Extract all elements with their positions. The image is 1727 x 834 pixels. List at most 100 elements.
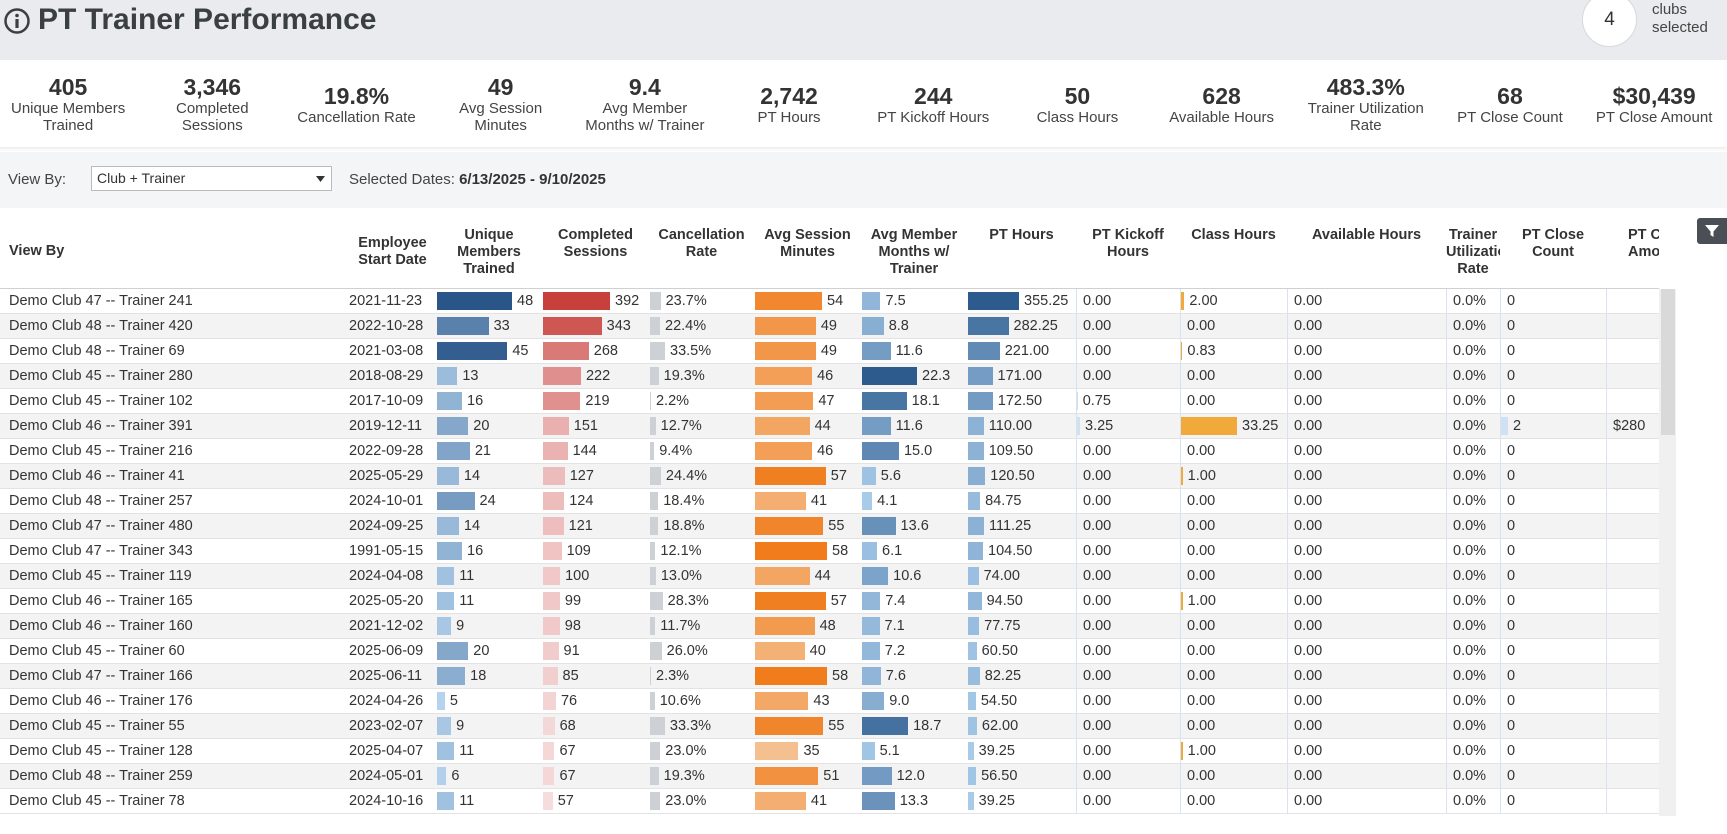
table-cell xyxy=(1606,589,1659,613)
bar xyxy=(862,442,899,460)
table-cell: 2018-08-29 xyxy=(349,364,436,388)
info-icon[interactable] xyxy=(3,7,31,35)
view-by-dropdown[interactable]: Club + Trainer xyxy=(91,166,332,191)
bar xyxy=(650,567,656,585)
table-row: Demo Club 45 -- Trainer 119 2024-04-08 11 1… xyxy=(0,564,1659,589)
cell-text: Demo Club 45 -- Trainer 119 xyxy=(9,568,192,584)
cell-text: Demo Club 45 -- Trainer 60 xyxy=(9,643,185,659)
table-cell xyxy=(1606,664,1659,688)
cell-text: 54 xyxy=(827,293,844,309)
table-cell: 0.00 xyxy=(1287,464,1446,488)
bar xyxy=(543,392,581,410)
cell-text: 2017-10-09 xyxy=(349,393,424,409)
bar xyxy=(1181,467,1183,485)
cell-text: 0.00 xyxy=(1083,368,1112,384)
table-cell: 33 xyxy=(436,314,542,338)
table-cell: 0.0% xyxy=(1446,589,1500,613)
kpi-label: PT Kickoff Hours xyxy=(877,108,990,126)
kpi-value: 405 xyxy=(48,74,88,100)
cell-text: 0.00 xyxy=(1187,768,1216,784)
cell-text: 0.00 xyxy=(1294,593,1323,609)
bar xyxy=(543,342,589,360)
table-cell: 0 xyxy=(1500,389,1606,413)
bar xyxy=(968,442,984,460)
cell-text: 14 xyxy=(463,468,481,484)
table-cell: 6.1 xyxy=(861,539,967,563)
table-cell: 0.00 xyxy=(1180,714,1287,738)
table-cell: 0.00 xyxy=(1180,564,1287,588)
cell-text: 0.00 xyxy=(1187,793,1216,809)
cell-text: 100 xyxy=(565,568,590,584)
table-cell: 1.00 xyxy=(1180,589,1287,613)
bar xyxy=(437,642,469,660)
scrollbar-thumb[interactable] xyxy=(1661,289,1675,435)
column-header: Avg Session Minutes xyxy=(764,227,851,260)
cell-text: Demo Club 47 -- Trainer 166 xyxy=(9,668,193,684)
table-cell: 85 xyxy=(542,664,649,688)
cell-text: 67 xyxy=(559,768,576,784)
view-by-label: View By: xyxy=(8,171,67,188)
cell-text: 0.0% xyxy=(1453,618,1487,634)
cell-text: 0.00 xyxy=(1083,443,1112,459)
cell-text: 19.3% xyxy=(663,368,705,384)
bar xyxy=(968,542,983,560)
bar xyxy=(862,367,917,385)
bar xyxy=(1181,342,1183,360)
cell-text: 47 xyxy=(818,393,835,409)
cell-text: 0 xyxy=(1507,568,1516,584)
cell-text: 56.50 xyxy=(981,768,1018,784)
bar xyxy=(437,442,470,460)
table-cell: 100 xyxy=(542,564,649,588)
cell-text: 5.6 xyxy=(880,468,901,484)
table-cell: Demo Club 46 -- Trainer 165 xyxy=(0,589,349,613)
kpi-value: 9.4 xyxy=(628,74,661,100)
header-row: View By Employee Start Date Unique Members… xyxy=(0,213,1659,289)
kpi-label: Unique Members Trained xyxy=(10,100,126,134)
cell-text: 0.75 xyxy=(1082,393,1111,409)
table-cell: Demo Club 47 -- Trainer 166 xyxy=(0,664,349,688)
table-cell: 2 xyxy=(1500,414,1606,438)
cell-text: 58 xyxy=(832,668,849,684)
cell-text: 144 xyxy=(572,443,597,459)
bar xyxy=(968,642,977,660)
cell-text: 0.00 xyxy=(1294,793,1323,809)
cell-text: 0.00 xyxy=(1294,518,1323,534)
cell-text: 45 xyxy=(512,343,529,359)
table-cell: 41 xyxy=(754,789,861,813)
cell-text: 0.00 xyxy=(1083,343,1112,359)
table-cell: Demo Club 45 -- Trainer 280 xyxy=(0,364,349,388)
cell-text: 0.0% xyxy=(1453,318,1487,334)
cell-text: 57 xyxy=(830,593,847,609)
table-cell: 0 xyxy=(1500,614,1606,638)
table-cell: 171.00 xyxy=(967,364,1076,388)
kpi: 9.4 Avg Member Months w/ Trainer xyxy=(573,61,717,147)
table-cell: 76 xyxy=(542,689,649,713)
cell-text: 14 xyxy=(463,518,481,534)
table-cell: 67 xyxy=(542,764,649,788)
filter-button[interactable] xyxy=(1697,218,1727,244)
table-cell: 48 xyxy=(436,289,542,313)
table-cell: 56.50 xyxy=(967,764,1076,788)
table-cell: 7.2 xyxy=(861,639,967,663)
cell-text: 0.00 xyxy=(1294,418,1323,434)
cell-text: 9 xyxy=(456,718,465,734)
cell-text: 2024-05-01 xyxy=(349,768,424,784)
cell-text: 9 xyxy=(456,618,465,634)
cell-text: 343 xyxy=(606,318,631,334)
table-row: Demo Club 45 -- Trainer 60 2025-06-09 20 91… xyxy=(0,639,1659,664)
cell-text: 2025-05-29 xyxy=(349,468,424,484)
bar xyxy=(755,467,826,485)
bar xyxy=(543,292,610,310)
cell-text: 0 xyxy=(1507,793,1516,809)
clubs-count[interactable]: 4 xyxy=(1582,0,1637,47)
table-cell: 0.00 xyxy=(1180,489,1287,513)
table-cell: 0.0% xyxy=(1446,539,1500,563)
bar xyxy=(968,617,980,635)
cell-text: 0.0% xyxy=(1453,293,1487,309)
dropdown-arrow xyxy=(316,176,325,182)
bar xyxy=(755,767,819,785)
bar xyxy=(968,592,982,610)
table-cell: 2024-04-08 xyxy=(349,564,436,588)
cell-text: 20 xyxy=(473,418,490,434)
table-cell: 20 xyxy=(436,414,542,438)
